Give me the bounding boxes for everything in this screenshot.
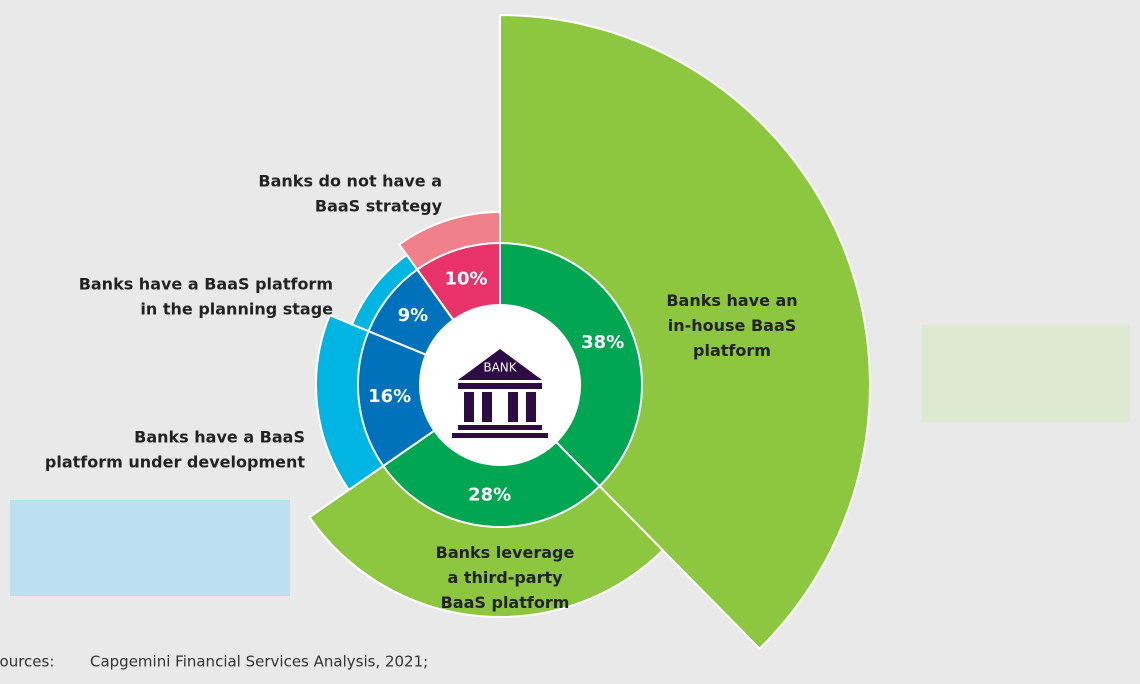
value-label: 38%	[581, 332, 624, 353]
segment	[499, 241, 643, 488]
source: Capgemini Financial Services Analysis, 2…	[90, 653, 428, 671]
annotation-box	[922, 325, 1130, 422]
source-label: Sources:	[0, 653, 54, 671]
category-label: Banks do not have a BaaS strategy	[258, 171, 442, 215]
icon-label: BANK	[483, 361, 517, 375]
bank-icon: BANK	[452, 349, 548, 438]
value-label: 16%	[368, 386, 411, 407]
value-label: 28%	[468, 485, 511, 506]
value-label: 9%	[398, 305, 429, 326]
value-label: 10%	[444, 268, 487, 289]
category-label: Banks have an in-house BaaS platform	[666, 291, 797, 360]
category-label: Banks leverage a third-party BaaS platform	[436, 543, 575, 612]
annotation-box	[10, 500, 290, 596]
category-label: Banks have a BaaS platform under developm…	[45, 427, 305, 471]
category-label: Banks have a BaaS platform in the plannin…	[79, 274, 333, 318]
